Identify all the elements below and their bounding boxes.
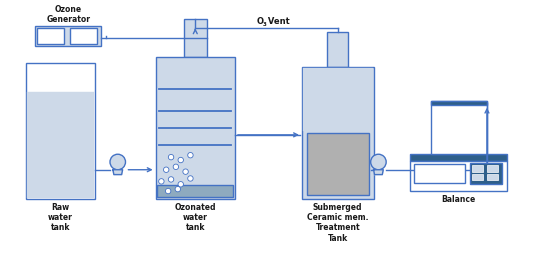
Bar (35, 26, 101, 46)
Circle shape (188, 176, 193, 181)
Polygon shape (113, 170, 123, 175)
Bar (156, 57, 235, 199)
Text: Submerged
Ceramic mem.
Treatment
Tank: Submerged Ceramic mem. Treatment Tank (307, 203, 368, 243)
Bar (410, 161, 507, 191)
Circle shape (178, 182, 183, 187)
Text: Ozonated
water
tank: Ozonated water tank (174, 203, 216, 232)
Circle shape (159, 179, 164, 184)
Circle shape (110, 154, 125, 170)
Bar (37, 28, 64, 44)
Text: Ozone
Generator: Ozone Generator (46, 5, 90, 24)
Text: Balance: Balance (442, 195, 476, 204)
Bar (306, 133, 369, 195)
Bar (487, 174, 498, 180)
Bar (431, 101, 487, 154)
Bar (26, 63, 95, 199)
Bar (487, 165, 498, 172)
Circle shape (175, 186, 181, 192)
Circle shape (164, 167, 169, 172)
Bar (410, 154, 507, 161)
Circle shape (183, 169, 188, 174)
Circle shape (168, 154, 174, 160)
Bar (184, 19, 207, 57)
Polygon shape (374, 170, 383, 175)
Bar (431, 101, 487, 105)
Bar (472, 165, 483, 172)
Circle shape (188, 153, 193, 158)
Text: 3: 3 (263, 22, 266, 27)
Bar (414, 164, 465, 183)
Bar (472, 174, 483, 180)
Bar (157, 185, 233, 197)
Bar (302, 67, 374, 199)
Circle shape (173, 164, 179, 169)
Text: Vent: Vent (264, 17, 289, 26)
Circle shape (178, 157, 183, 163)
Bar (303, 68, 373, 131)
Text: Raw
water
tank: Raw water tank (48, 203, 73, 232)
Bar (70, 28, 98, 44)
Circle shape (165, 188, 171, 194)
Text: O: O (257, 17, 264, 26)
Circle shape (168, 177, 174, 182)
Bar (471, 163, 503, 184)
Circle shape (370, 154, 386, 170)
Bar (327, 32, 349, 67)
Bar (27, 92, 94, 198)
